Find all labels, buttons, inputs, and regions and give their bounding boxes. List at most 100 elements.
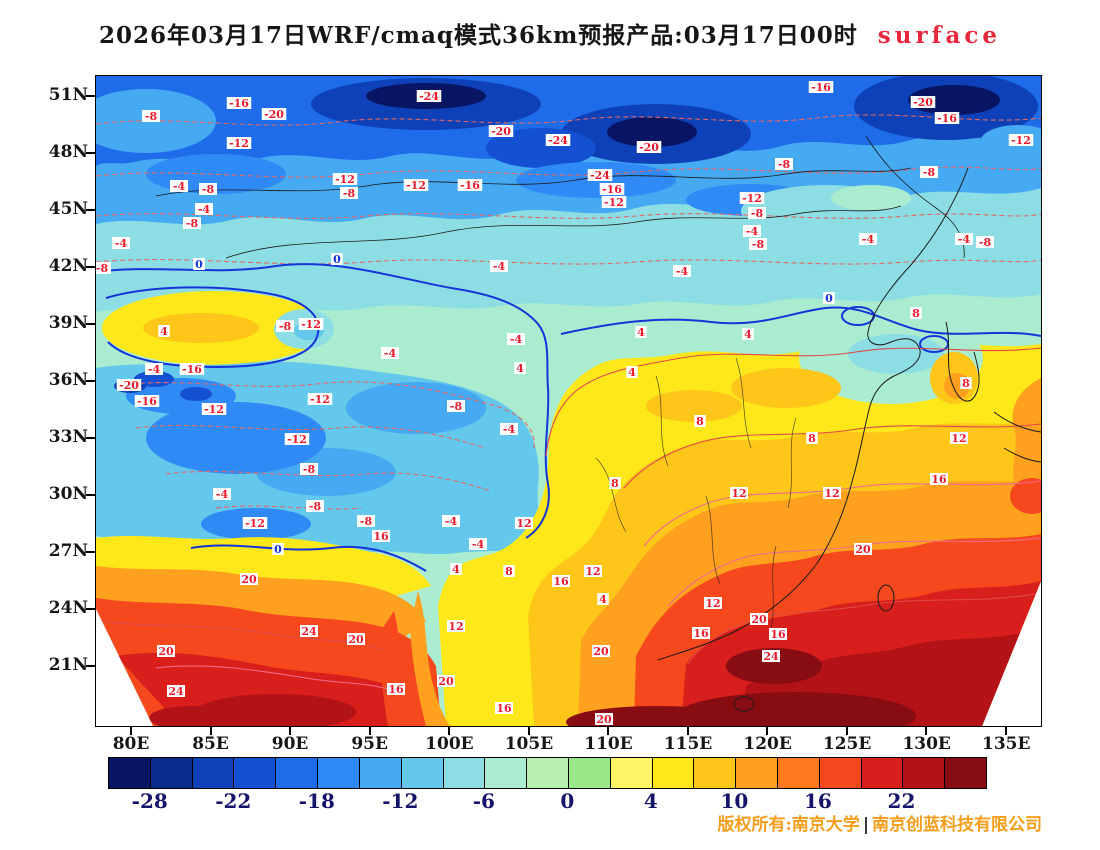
- contour-label: -8: [96, 262, 108, 275]
- contour-label: 4: [628, 366, 636, 379]
- contour-label-bg: [704, 597, 722, 609]
- contour-label-bg: [587, 169, 613, 181]
- contour-label: -12: [1011, 134, 1031, 147]
- colorbar-tick-label: -18: [298, 789, 335, 813]
- lat-tick-label: 45N: [48, 199, 88, 219]
- contour-label: -4: [445, 515, 458, 528]
- contour-label-bg: [347, 633, 365, 645]
- contour-label-bg: [112, 237, 130, 249]
- colorbar-cell-18: [861, 758, 904, 788]
- colorbar: [108, 757, 987, 789]
- contour-label-bg: [599, 183, 625, 195]
- lon-tick-mark: [1004, 726, 1007, 735]
- contour-label-bg: [584, 565, 602, 577]
- lon-tick-label: 100E: [425, 734, 474, 754]
- contour-label: 12: [516, 517, 531, 530]
- contour-label-bg: [545, 134, 571, 146]
- contour-label: 12: [585, 565, 600, 578]
- contour-label-bg: [495, 702, 513, 714]
- contour-label-bg: [416, 90, 442, 102]
- contour-label: 8: [912, 307, 920, 320]
- contour-label: 16: [496, 702, 512, 715]
- contour-label-bg: [193, 258, 205, 270]
- contour-label-bg: [142, 110, 160, 122]
- contour-label: -8: [186, 217, 199, 230]
- lon-tick-mark: [925, 726, 928, 735]
- contour-label-bg: [469, 538, 487, 550]
- contour-label: 12: [951, 432, 966, 445]
- contour-label: 4: [160, 325, 168, 338]
- lon-tick-label: 95E: [351, 734, 388, 754]
- contour-label-bg: [272, 543, 284, 555]
- lon-tick-label: 85E: [192, 734, 229, 754]
- lon-tick-mark: [368, 726, 371, 735]
- zero-isotherm-lines: [96, 263, 1041, 572]
- contour-label: -4: [862, 233, 875, 246]
- contour-label: 4: [744, 328, 752, 341]
- contour-label-bg: [213, 488, 231, 500]
- colorbar-cell-11: [568, 758, 611, 788]
- lat-tick-label: 21N: [48, 655, 88, 675]
- contour-label-bg: [242, 517, 268, 529]
- lat-tick-label: 51N: [48, 85, 88, 105]
- contour-label-bg: [240, 573, 258, 585]
- contour-label: 20: [438, 675, 454, 688]
- contour-label-bg: [145, 363, 163, 375]
- contour-label: -16: [811, 81, 831, 94]
- colorbar-cell-6: [359, 758, 402, 788]
- lon-tick-mark: [845, 726, 848, 735]
- lon-tick-label: 80E: [112, 734, 150, 754]
- contour-label-bg: [636, 141, 662, 153]
- contour-label-bg: [276, 320, 294, 332]
- contour-label: 20: [596, 713, 612, 726]
- contour-label: -4: [676, 265, 689, 278]
- lon-tick-label: 105E: [504, 734, 554, 754]
- lon-tick-mark: [527, 726, 530, 735]
- contour-label: -24: [590, 169, 610, 182]
- contour-label: 0: [333, 253, 341, 266]
- lat-tick-mark: [86, 608, 95, 610]
- colorbar-tick-label: 22: [887, 789, 916, 813]
- colorbar-cell-10: [527, 758, 569, 788]
- contour-label: 16: [553, 575, 569, 588]
- contour-label-bg: [507, 333, 525, 345]
- contour-label-bg: [199, 183, 217, 195]
- contour-label-bg: [515, 517, 533, 529]
- contour-label: -16: [460, 179, 480, 192]
- contour-label: -8: [343, 187, 356, 200]
- contour-label: -12: [204, 403, 224, 416]
- contour-label: 20: [241, 573, 257, 586]
- contour-label-bg: [808, 81, 834, 93]
- contour-label: -8: [309, 500, 322, 513]
- contour-label: -4: [173, 180, 186, 193]
- lon-tick-mark: [607, 726, 610, 735]
- contour-label-bg: [749, 238, 767, 250]
- colorbar-cell-1: [150, 758, 193, 788]
- colorbar-tick-label: -6: [472, 789, 495, 813]
- contour-label: -16: [229, 97, 249, 110]
- lat-tick-mark: [86, 266, 95, 268]
- contour-label: -16: [937, 112, 957, 125]
- contour-label: 8: [808, 432, 816, 445]
- contour-label-bg: [552, 575, 570, 587]
- contour-label: 0: [274, 543, 282, 556]
- footer-owner: 版权所有:南京大学: [717, 815, 860, 835]
- contour-label: -4: [510, 333, 523, 346]
- contour-label: -4: [746, 225, 759, 238]
- contour-label-bg: [226, 97, 252, 109]
- lat-tick-mark: [86, 209, 95, 211]
- contour-label: -4: [493, 260, 506, 273]
- contour-label-bg: [601, 196, 627, 208]
- contour-label: -4: [958, 233, 971, 246]
- contour-label: 4: [637, 326, 645, 339]
- contour-label-bg: [762, 650, 780, 662]
- lat-tick-label: 33N: [48, 427, 88, 447]
- contour-label: -20: [639, 141, 659, 154]
- contour-label: -12: [604, 196, 624, 209]
- temperature-field-svg: -8-16-20-24-20-24-20-16-20-16-12-12-8-8-…: [96, 76, 1041, 726]
- contour-label-bg: [692, 627, 710, 639]
- colorbar-cell-20: [945, 758, 987, 788]
- contour-label-layer: -8-16-20-24-20-24-20-16-20-16-12-12-8-8-…: [96, 81, 1034, 726]
- contour-label-bg: [488, 125, 514, 137]
